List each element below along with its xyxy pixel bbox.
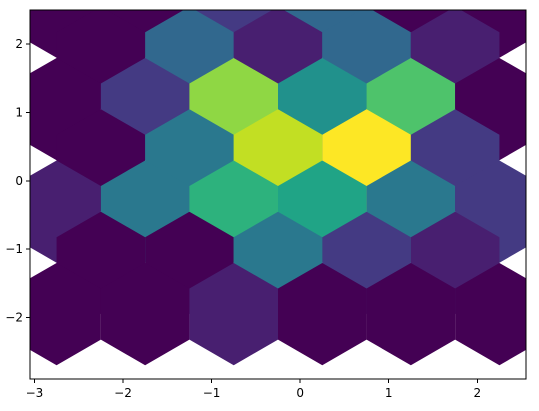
y-tick-label: 2: [15, 37, 23, 51]
hex-cell: [100, 262, 190, 366]
x-tick-label: −3: [26, 386, 44, 400]
y-tick-label: 1: [15, 106, 23, 120]
x-tick-label: 1: [385, 386, 393, 400]
x-axis: −3 −2 −1 0 1 2: [26, 379, 481, 400]
x-tick-label: 2: [473, 386, 481, 400]
y-tick-label: 0: [15, 174, 23, 188]
x-tick-label: −1: [203, 386, 221, 400]
y-axis: −2 −1 0 1 2: [5, 37, 30, 325]
y-tick-label: −2: [5, 311, 23, 325]
hexbin-cells: [30, 10, 526, 366]
x-tick-label: −2: [114, 386, 132, 400]
hex-cell: [455, 262, 526, 366]
hex-cell: [30, 262, 101, 366]
hex-cell: [366, 262, 456, 366]
plot-frame: [29, 9, 527, 380]
y-tick-label: −1: [5, 242, 23, 256]
x-tick-label: 0: [296, 386, 304, 400]
hex-cell: [278, 262, 367, 366]
hex-cell: [189, 262, 278, 366]
